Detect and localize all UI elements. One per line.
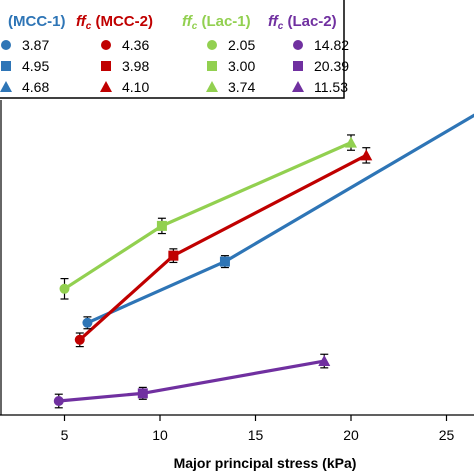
- data-point: [137, 388, 148, 399]
- legend-box: [0, 0, 345, 99]
- data-point: [318, 355, 331, 367]
- legend-marker: [101, 40, 111, 50]
- legend-value: 3.87: [22, 37, 49, 53]
- series-line: [78, 153, 368, 341]
- legend-title: ffc (Lac-1): [182, 13, 251, 32]
- data-point: [345, 136, 357, 148]
- legend: (MCC-1) 3.87 4.95 4.68 ffc (MCC-2) 4.36 3.98 4.…: [0, 0, 349, 99]
- x-tick-label: 20: [343, 427, 359, 443]
- x-tick-label: 25: [439, 427, 455, 443]
- legend-marker: [1, 61, 11, 71]
- legend-value: 11.53: [314, 79, 348, 95]
- series-lines: [58, 113, 474, 403]
- x-tick-label: 5: [61, 427, 69, 443]
- data-point: [82, 317, 93, 328]
- legend-value: 14.82: [314, 37, 349, 53]
- data-point: [168, 250, 179, 261]
- data-point: [360, 149, 373, 161]
- legend-value: 4.10: [122, 79, 149, 95]
- legend-marker: [100, 81, 112, 92]
- legend-marker: [206, 81, 218, 92]
- legend-marker: [293, 40, 303, 50]
- legend-marker: [101, 61, 111, 71]
- x-tick-label: 15: [248, 427, 264, 443]
- legend-title: ffc (Lac-2): [268, 13, 337, 32]
- legend-value: 20.39: [314, 58, 349, 74]
- series-line: [86, 113, 474, 325]
- legend-value: 3.98: [122, 58, 149, 74]
- legend-marker: [0, 81, 12, 92]
- legend-value: 3.74: [228, 79, 255, 95]
- legend-title: ffc (MCC-2): [76, 13, 153, 32]
- data-point: [59, 283, 70, 294]
- series-line: [63, 141, 352, 291]
- data-point: [219, 256, 230, 267]
- legend-marker: [207, 61, 217, 71]
- legend-marker: [292, 81, 304, 92]
- legend-value: 4.36: [122, 37, 149, 53]
- legend-value: 4.95: [22, 58, 49, 74]
- x-axis-label: Major principal stress (kPa): [174, 455, 357, 471]
- error-bars: [54, 134, 371, 409]
- legend-marker: [207, 40, 217, 50]
- legend-marker: [1, 40, 11, 50]
- data-point: [156, 220, 167, 231]
- axes: 5 10 15 20 25: [0, 100, 474, 443]
- series-line: [58, 359, 325, 403]
- data-point: [53, 396, 64, 406]
- legend-value: 3.00: [228, 58, 255, 74]
- legend-marker: [293, 61, 303, 71]
- legend-value: 4.68: [22, 79, 49, 95]
- legend-value: 2.05: [228, 37, 255, 53]
- legend-title: (MCC-1): [8, 13, 66, 30]
- data-point: [74, 334, 85, 345]
- data-points: [53, 136, 373, 406]
- x-tick-label: 10: [152, 427, 168, 443]
